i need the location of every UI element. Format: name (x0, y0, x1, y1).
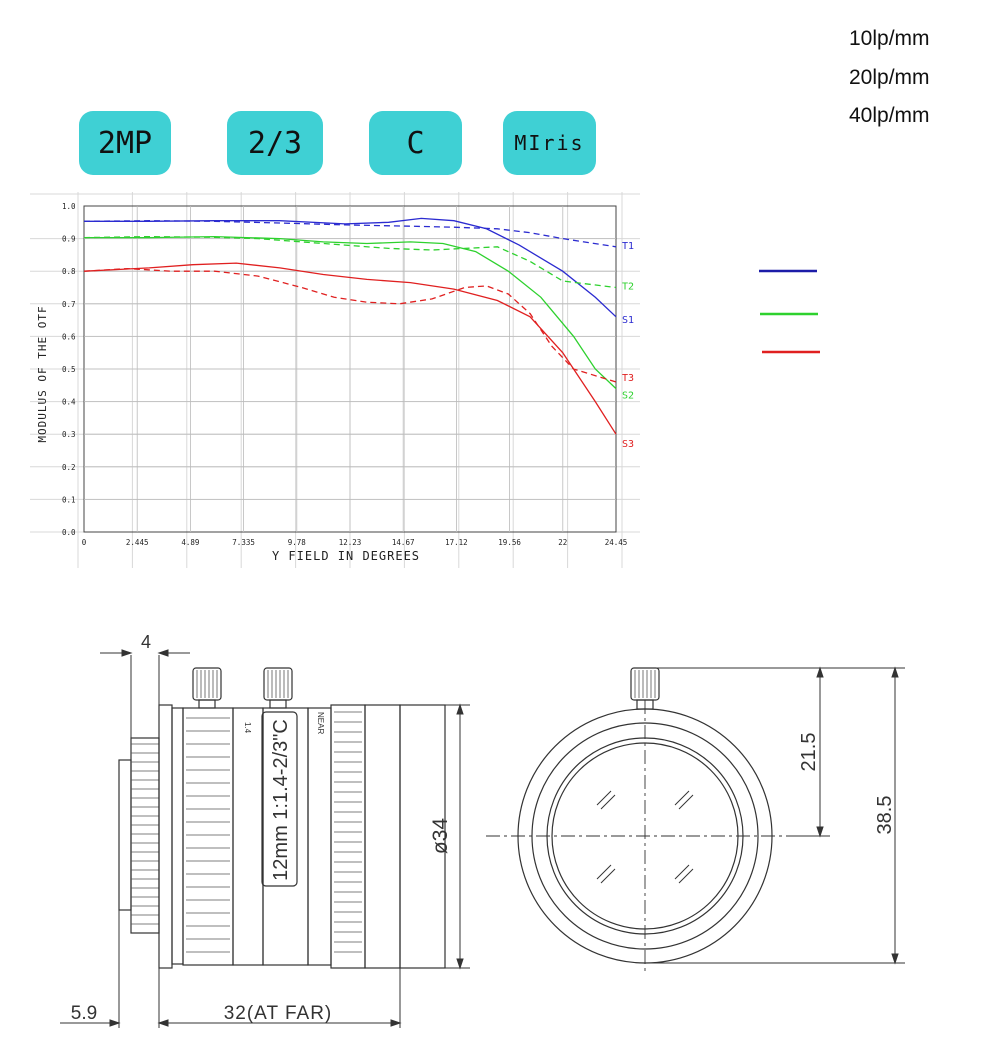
y-tick-label: 0.4 (62, 398, 76, 407)
x-tick-label: 9.78 (288, 538, 307, 547)
y-tick-label: 0.7 (62, 300, 76, 309)
x-tick-label: 12.23 (339, 538, 362, 547)
badge-resolution: 2MP (79, 111, 171, 175)
dim-diameter-34: ø34 (429, 818, 452, 855)
series-end-label: S1 (622, 315, 634, 326)
y-tick-label: 0.0 (62, 528, 76, 537)
badge-mount: C (369, 111, 462, 175)
lens-focal-text: 12mm 1:1.4-2/3"C (270, 719, 292, 881)
legend-label-10lp: 10lp/mm (849, 27, 930, 50)
lens-front-view (486, 667, 800, 975)
x-axis-label: Y FIELD IN DEGREES (272, 549, 420, 563)
series-line-s2 (84, 235, 617, 390)
dim-flange-4: 4 (141, 632, 151, 652)
front-dimension-lines (645, 666, 905, 965)
series-line-t2 (83, 235, 617, 289)
series-end-label: S2 (622, 391, 634, 402)
x-tick-label: 7.335 (232, 538, 255, 547)
x-tick-label: 22 (558, 538, 567, 547)
dim-height-38-5: 38.5 (874, 796, 896, 835)
series-lines (83, 217, 617, 435)
series-line-s3 (83, 262, 617, 435)
y-tick-label: 0.2 (62, 463, 76, 472)
x-tick-label: 0 (82, 538, 87, 547)
series-end-labels: T1 T2 S1 T3 S2 S3 (622, 241, 634, 450)
y-tick-label: 0.1 (62, 495, 76, 504)
lens-side-view (118, 667, 446, 969)
dim-height-21-5: 21.5 (798, 733, 820, 772)
side-dimension-lines (60, 649, 470, 1028)
legend-label-20lp: 20lp/mm (849, 66, 930, 89)
x-tick-label: 2.445 (126, 538, 149, 547)
tick-labels: 0 2.445 4.89 7.335 9.78 12.23 14.67 17.12 19.56 2… (62, 202, 627, 547)
plot-grid (84, 206, 616, 532)
series-line-s1 (84, 217, 617, 318)
series-end-label: T2 (622, 282, 634, 293)
x-tick-label: 19.56 (498, 538, 521, 547)
series-end-label: S3 (622, 439, 634, 450)
x-tick-label: 17.12 (445, 538, 468, 547)
lens-mark-near: NEAR (316, 712, 325, 734)
y-tick-label: 0.9 (62, 235, 76, 244)
series-end-label: T1 (622, 241, 634, 252)
dim-back-5-9: 5.9 (71, 1003, 97, 1024)
y-tick-label: 0.5 (62, 365, 76, 374)
outer-grid (30, 192, 640, 568)
lens-mark-aperture: 1.4 (243, 722, 252, 734)
legend-label-40lp: 40lp/mm (849, 104, 930, 127)
badge-iris: MIris (503, 111, 596, 175)
series-end-label: T3 (622, 373, 634, 384)
x-tick-label: 14.67 (392, 538, 415, 547)
y-axis-label: MODULUS OF THE OTF (36, 305, 49, 442)
badge-sensor-format: 2/3 (227, 111, 323, 175)
y-tick-label: 1.0 (62, 202, 76, 211)
y-tick-label: 0.3 (62, 430, 76, 439)
y-tick-label: 0.6 (62, 332, 76, 341)
dim-length-32: 32(AT FAR) (224, 1003, 333, 1024)
y-tick-label: 0.8 (62, 267, 76, 276)
x-tick-label: 4.89 (181, 538, 199, 547)
x-tick-label: 24.45 (605, 538, 628, 547)
